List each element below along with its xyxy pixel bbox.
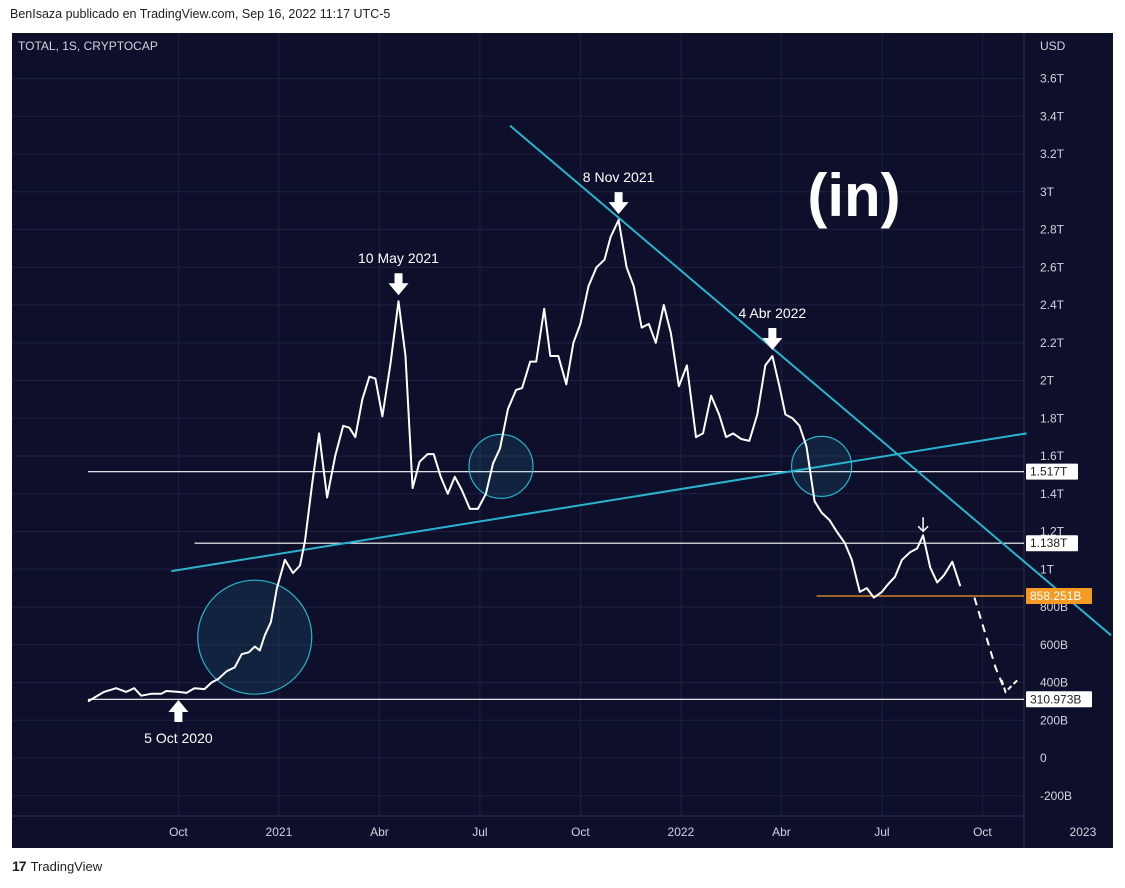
- price-level-labels: 1.517T 1.138T 858.251B 310.973B: [1026, 463, 1092, 708]
- footer[interactable]: 17 TradingView: [12, 858, 102, 874]
- highlight-circle: [468, 433, 534, 499]
- price-tick-label: 2.2T: [1040, 336, 1065, 350]
- price-tick-label: 2T: [1040, 374, 1055, 388]
- trendline: [171, 432, 1027, 573]
- annotation-arrow-icon: [762, 327, 783, 350]
- price-tick-label: 3.4T: [1040, 109, 1065, 123]
- level-label-text: 1.138T: [1030, 536, 1068, 550]
- time-tick-label: Oct: [973, 825, 992, 839]
- annotation-label: 10 May 2021: [358, 250, 439, 266]
- time-axis[interactable]: Oct 2021 Abr Jul Oct 2022 Abr Jul Oct 2023: [169, 825, 1097, 839]
- annotation-arrow-icon: [388, 273, 409, 296]
- annotation-arrow-icon: [608, 192, 629, 215]
- gridlines: [12, 33, 1084, 816]
- time-tick-label: Abr: [772, 825, 791, 839]
- horizontal-levels: [87, 471, 1024, 700]
- annotation-label: 8 Nov 2021: [583, 169, 655, 185]
- time-tick-label: Oct: [571, 825, 590, 839]
- price-tick-label: 1.4T: [1040, 487, 1065, 501]
- level-label-box: [1026, 691, 1092, 708]
- footer-brand: TradingView: [30, 858, 103, 874]
- brand-watermark: (in): [807, 162, 900, 229]
- annotations: 5 Oct 2020 10 May 2021 8 Nov 2021 4 Abr 202…: [144, 169, 929, 746]
- plot-background: [12, 33, 1113, 848]
- symbol-label: TOTAL, 1S, CRYPTOCAP: [18, 39, 158, 53]
- annotation-label: 4 Abr 2022: [738, 305, 806, 321]
- level-label-box: [1026, 463, 1078, 480]
- price-tick-label: 3.6T: [1040, 72, 1065, 86]
- currency-label: USD: [1040, 39, 1066, 53]
- publisher-header: BenIsaza publicado en TradingView.com, S…: [10, 7, 391, 21]
- time-tick-label: Abr: [370, 825, 389, 839]
- time-tick-label: 2021: [266, 825, 293, 839]
- annotation-arrow-icon: [917, 517, 929, 533]
- price-tick-label: 200B: [1040, 713, 1068, 727]
- price-tick-label: 3.2T: [1040, 147, 1065, 161]
- annotation-arrow-icon: [168, 699, 189, 722]
- tradingview-logo-icon: 17: [12, 858, 27, 874]
- trendline: [509, 124, 1112, 637]
- price-axis[interactable]: -200B0200B400B600B800B1T1.2T1.4T1.6T1.8T…: [1040, 72, 1072, 803]
- time-tick-label: Jul: [874, 825, 889, 839]
- time-tick-label: Oct: [169, 825, 188, 839]
- price-tick-label: 1.6T: [1040, 449, 1065, 463]
- price-axis-background: [1024, 33, 1113, 848]
- projection-arrowhead: [1000, 679, 1019, 694]
- price-tick-label: 2.6T: [1040, 260, 1065, 274]
- price-series: [87, 219, 1019, 703]
- price-tick-label: 1T: [1040, 562, 1055, 576]
- level-label-text: 310.973B: [1030, 692, 1081, 706]
- price-tick-label: 1.8T: [1040, 411, 1065, 425]
- price-tick-label: 400B: [1040, 676, 1068, 690]
- level-label-text: 858.251B: [1030, 589, 1081, 603]
- price-tick-label: 2.8T: [1040, 223, 1065, 237]
- level-label-text: 1.517T: [1030, 465, 1068, 479]
- annotation-label: 5 Oct 2020: [144, 730, 213, 746]
- level-label-box: [1026, 588, 1092, 605]
- watermark-logo: (in): [807, 162, 900, 229]
- level-label-box: [1026, 535, 1078, 552]
- chart-panel[interactable]: -200B 0 200B 400B 600B 800B 1T 1.2T 1.4T 1.6T 1.8T…: [12, 33, 1113, 848]
- price-tick-label: 2.4T: [1040, 298, 1065, 312]
- time-tick-label: 2023: [1070, 825, 1097, 839]
- price-tick-label: 0: [1040, 751, 1047, 765]
- price-tick-label: 3T: [1040, 185, 1055, 199]
- time-tick-label: 2022: [668, 825, 695, 839]
- highlight-circle: [197, 579, 313, 695]
- time-tick-label: Jul: [472, 825, 487, 839]
- price-tick-label: 600B: [1040, 638, 1068, 652]
- price-tick-label: 1.2T: [1040, 525, 1065, 539]
- price-line: [87, 219, 962, 703]
- trendlines: [171, 124, 1112, 637]
- price-tick-label: -200B: [1040, 789, 1072, 803]
- price-chart[interactable]: -200B0200B400B600B800B1T1.2T1.4T1.6T1.8T…: [12, 33, 1113, 848]
